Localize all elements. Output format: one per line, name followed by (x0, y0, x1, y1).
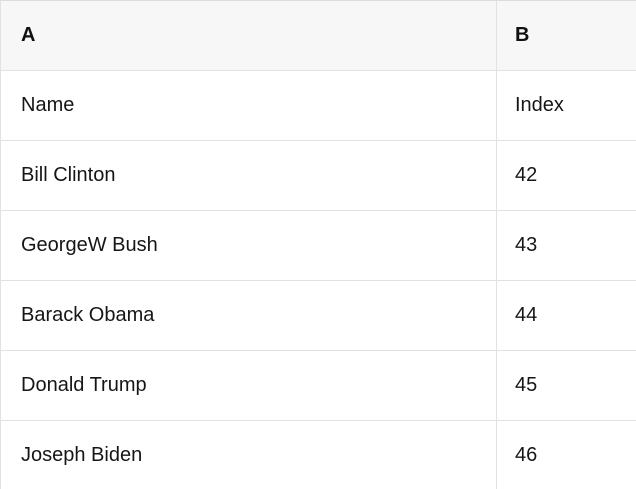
table-header-row: A B (1, 1, 636, 71)
column-header-a[interactable]: A (1, 1, 497, 70)
cell-index[interactable]: 44 (515, 304, 538, 326)
table-row: Donald Trump 45 (1, 351, 636, 421)
cell-name[interactable]: Donald Trump (1, 351, 497, 420)
cell-name[interactable]: GeorgeW Bush (1, 211, 497, 280)
cell-index[interactable]: 46 (515, 444, 538, 466)
table-row: Name Index (1, 71, 636, 141)
cell-name[interactable]: Bill Clinton (1, 141, 497, 210)
cell-name[interactable]: Name (1, 71, 497, 140)
table-row: GeorgeW Bush 43 (1, 211, 636, 281)
table-row: Joseph Biden 46 (1, 421, 636, 489)
table-row: Bill Clinton 42 (1, 141, 636, 211)
cell-name[interactable]: Joseph Biden (1, 421, 497, 489)
cell-index[interactable]: 45 (515, 374, 538, 396)
cell-index[interactable]: Index (515, 94, 564, 116)
cell-name[interactable]: Barack Obama (1, 281, 497, 350)
cell-index[interactable]: 43 (515, 234, 538, 256)
column-header-b[interactable]: B (515, 24, 530, 46)
table-row: Barack Obama 44 (1, 281, 636, 351)
cell-index[interactable]: 42 (515, 164, 538, 186)
